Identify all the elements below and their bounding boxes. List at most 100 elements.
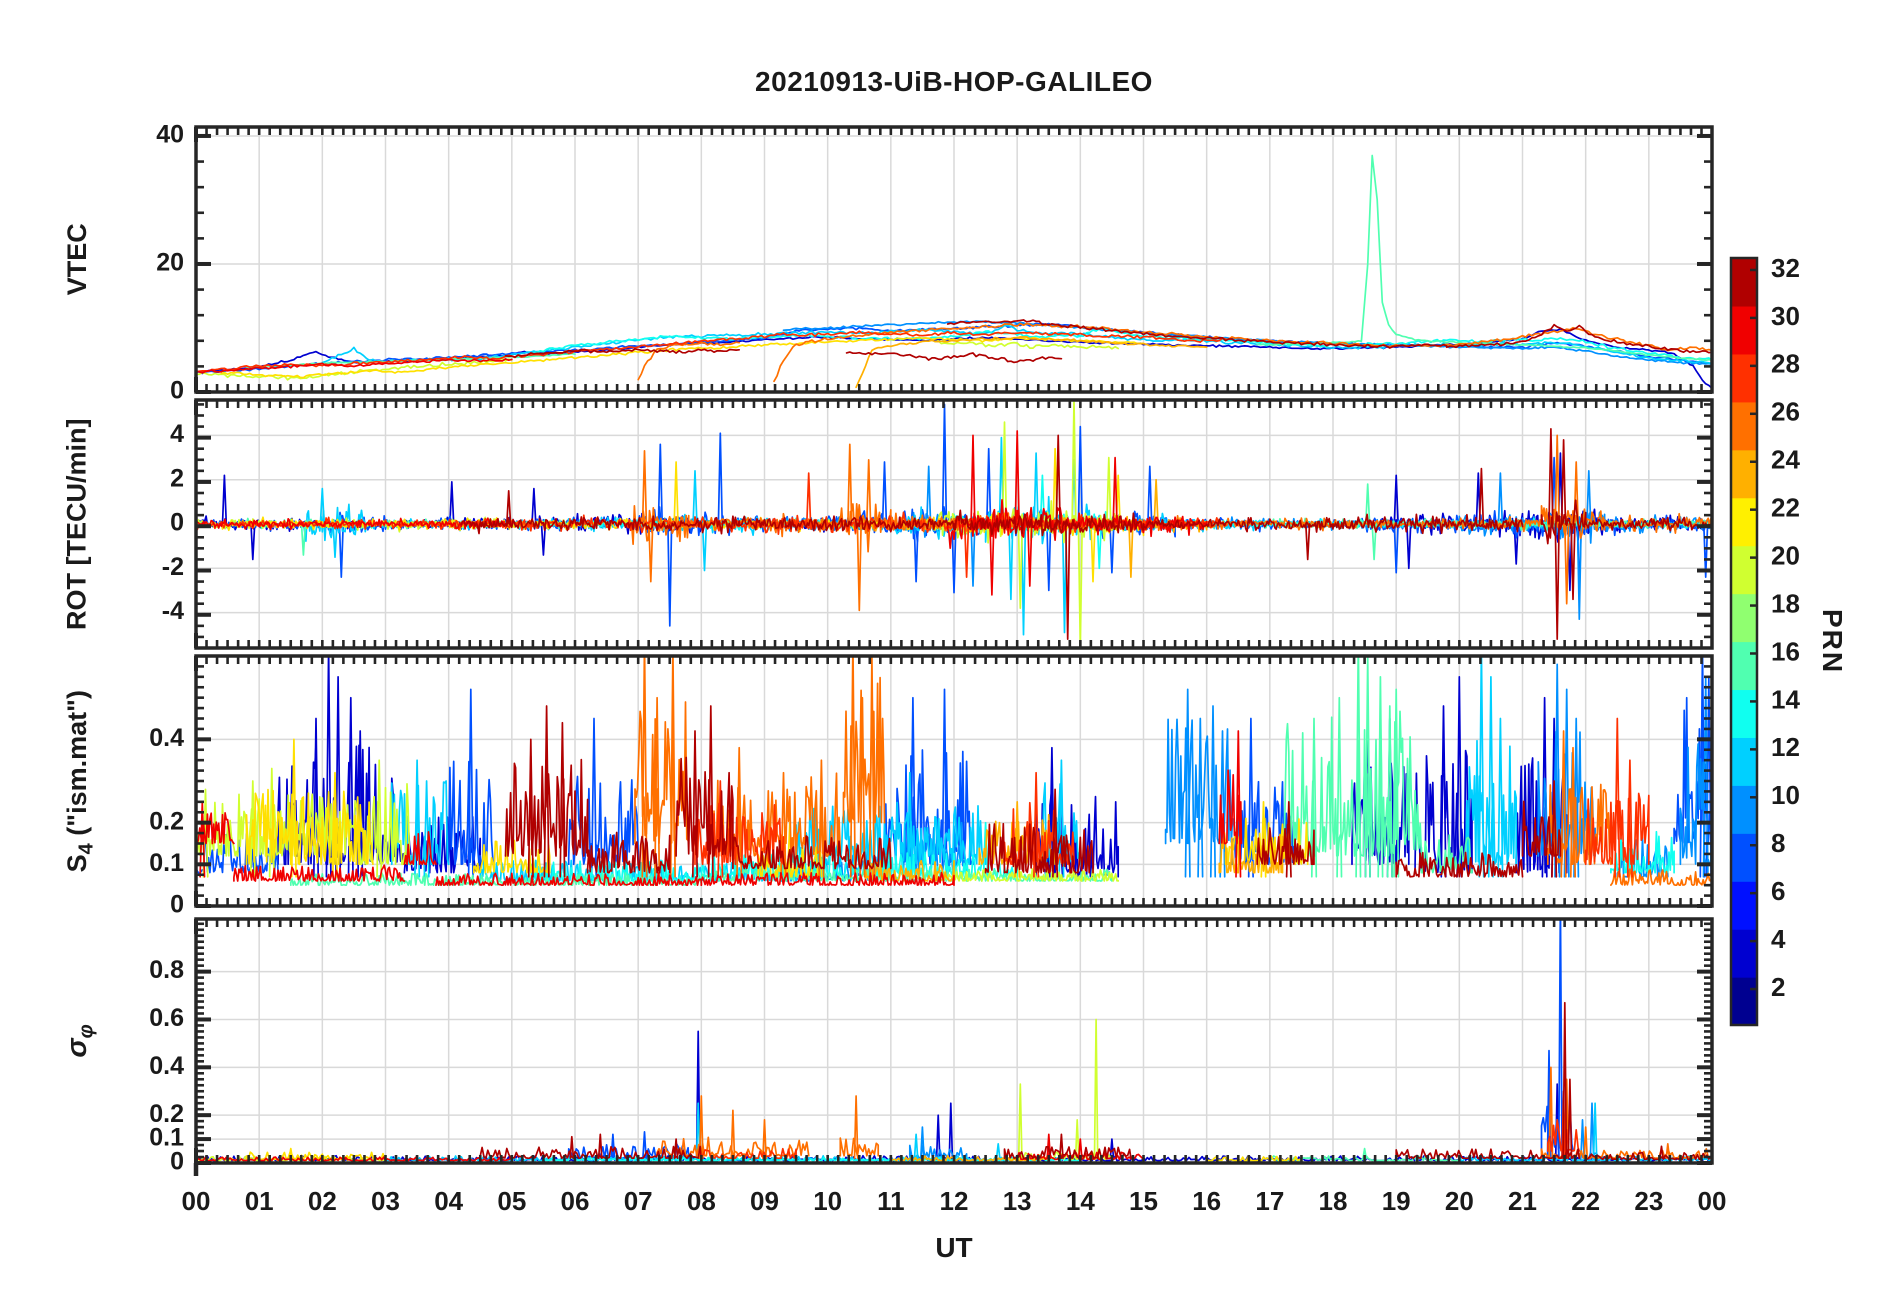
series-prn-8 <box>642 1131 647 1160</box>
series-group <box>196 400 1712 648</box>
x-tick-label: 19 <box>1382 1186 1411 1216</box>
series-prn-26 <box>780 771 787 878</box>
series-prn-26 <box>1610 868 1712 887</box>
series-prn-14 <box>1096 523 1103 570</box>
series-prn-26 <box>730 1109 736 1160</box>
series-prn-30 <box>1235 730 1242 878</box>
series-prn-24 <box>864 859 955 882</box>
series-prn-32 <box>1332 513 1524 535</box>
series-prn-8 <box>717 432 724 525</box>
x-tick-label: 00 <box>182 1186 211 1216</box>
series-prn-32 <box>1285 800 1292 878</box>
series-prn-20 <box>1106 456 1112 525</box>
series-prn-32 <box>738 515 955 533</box>
series-prn-15 <box>289 872 703 887</box>
series-prn-26 <box>1665 1143 1671 1160</box>
series-prn-14 <box>529 860 703 882</box>
x-tick-label: 10 <box>813 1186 842 1216</box>
series-prn-26 <box>1563 523 1570 605</box>
series-prn-8 <box>1077 425 1084 525</box>
x-tick-label: 00 <box>1698 1186 1727 1216</box>
series-prn-12 <box>913 1133 919 1160</box>
series-prn-22 <box>331 771 339 878</box>
series-prn-4 <box>948 1102 954 1160</box>
y-tick-label: 4 <box>170 420 184 448</box>
series-prn-22 <box>473 839 551 874</box>
series-prn-32 <box>984 822 1094 874</box>
series-prn-32 <box>707 705 714 878</box>
series-prn-4 <box>1440 705 1447 878</box>
series-prn-26 <box>648 523 654 583</box>
series-prn-32 <box>1562 1001 1568 1160</box>
panel-S4: 0 0.1 0.2 0.4 <box>149 654 1714 919</box>
y-tick-label: 40 <box>156 121 184 149</box>
series-prn-8 <box>941 688 948 878</box>
series-prn-32 <box>1052 788 1059 878</box>
colorbar-tick-label: 18 <box>1771 588 1800 618</box>
series-prn-8 <box>1557 919 1563 1160</box>
series-prn-15 <box>1364 483 1371 525</box>
series-prn-8 <box>1046 523 1052 592</box>
series-prn-32 <box>1064 523 1071 640</box>
y-tick-label: 0 <box>170 509 184 537</box>
series-prn-15 <box>1386 705 1393 878</box>
series-prn-32 <box>1567 1078 1573 1160</box>
series-prn-22 <box>673 461 679 525</box>
series-prn-4 <box>540 523 547 556</box>
series-prn-10 <box>1197 717 1204 878</box>
series-prn-15 <box>1364 656 1371 878</box>
series-prn-32 <box>673 1138 679 1160</box>
series-prn-10 <box>1586 470 1592 525</box>
series-prn-32 <box>1256 823 1315 866</box>
series-prn-10 <box>919 1126 925 1160</box>
series-prn-12 <box>319 487 326 525</box>
series-prn-32 <box>569 1135 575 1160</box>
y-axis-label-sigma-phi: σφ <box>61 1024 98 1058</box>
series-prn-32 <box>1560 439 1567 525</box>
y-tick-label: 0.1 <box>149 849 184 877</box>
series-prn-28 <box>1614 717 1621 878</box>
series-prn-22 <box>1090 523 1096 583</box>
y-tick-label: 2 <box>170 464 184 492</box>
series-prn-12 <box>1478 656 1485 878</box>
x-tick-label: 15 <box>1129 1186 1158 1216</box>
series-prn-32 <box>732 835 892 870</box>
series-prn-4 <box>531 487 537 525</box>
series-prn-30 <box>1014 430 1020 525</box>
series-prn-12 <box>692 470 698 525</box>
series-prn-8 <box>196 832 279 874</box>
chart-title: 20210913-UiB-HOP-GALILEO <box>755 66 1153 97</box>
x-tick-label: 23 <box>1634 1186 1663 1216</box>
series-prn-26 <box>1546 783 1612 866</box>
series-prn-32 <box>1521 800 1562 857</box>
series-prn-15 <box>1256 154 1712 362</box>
series-prn-8 <box>657 443 664 525</box>
y-tick-label: 0 <box>170 1148 184 1176</box>
series-prn-32 <box>1540 499 1587 545</box>
colorbar-tick-label: 22 <box>1771 493 1800 523</box>
series-prn-12 <box>1487 675 1494 878</box>
series-prn-26 <box>839 1137 880 1157</box>
series-prn-32 <box>675 756 734 857</box>
series-prn-26 <box>1554 434 1560 525</box>
series-prn-20 <box>1093 1018 1099 1160</box>
series-prn-15 <box>1310 717 1318 878</box>
series-prn-32 <box>953 509 1145 537</box>
y-axis-label-vtec: VTEC <box>61 223 92 296</box>
colorbar-tick-label: 24 <box>1771 445 1800 475</box>
y-tick-label: 0 <box>170 891 184 919</box>
series-prn-15 <box>1355 656 1362 878</box>
series-prn-12 <box>1008 523 1014 601</box>
series-prn-20 <box>1017 1083 1023 1160</box>
series-prn-8 <box>667 523 673 627</box>
series-prn-12 <box>332 523 338 559</box>
series-prn-20 <box>376 759 383 878</box>
colorbar-tick-label: 30 <box>1771 301 1800 331</box>
series-prn-28 <box>196 330 1227 374</box>
series-prn-4 <box>347 696 354 878</box>
series-prn-32 <box>460 515 741 535</box>
y-tick-label: 0.4 <box>149 724 184 752</box>
series-prn-26 <box>773 322 1712 383</box>
y-axis-label-s4: S4 ("ism.mat") <box>61 689 98 873</box>
